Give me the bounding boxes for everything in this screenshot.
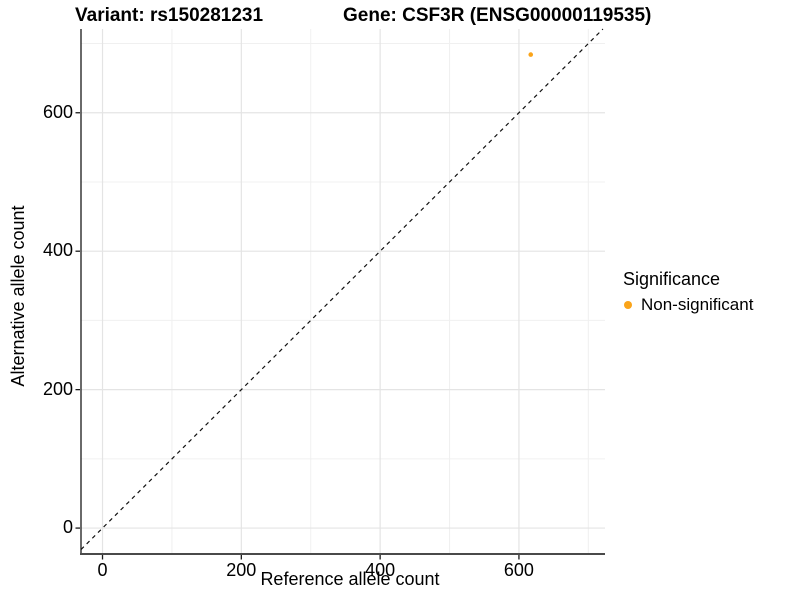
legend-item-label: Non-significant (641, 295, 754, 314)
gene-title: Gene: CSF3R (ENSG00000119535) (343, 5, 652, 26)
x-axis-title: Reference allele count (260, 569, 440, 589)
y-tick-label: 0 (62, 517, 73, 538)
legend-item-non-significant: Non-significant (622, 295, 753, 315)
identity-reference-line (80, 28, 604, 550)
x-tick-label: 400 (365, 560, 396, 580)
x-tick-label: 200 (226, 560, 257, 580)
y-axis-title: Alternative allele count (8, 205, 28, 387)
legend: Significance Non-significant (622, 269, 753, 315)
data-point (528, 52, 534, 57)
y-tick-label: 400 (42, 240, 73, 261)
y-tick-label: 600 (42, 101, 73, 122)
x-tick-label: 0 (97, 560, 108, 580)
variant-title: Variant: rs150281231 (75, 5, 264, 26)
y-tick-label: 200 (42, 378, 73, 399)
x-tick-label: 600 (503, 560, 534, 580)
legend-title: Significance (623, 269, 721, 289)
orange-point-icon (624, 301, 632, 309)
